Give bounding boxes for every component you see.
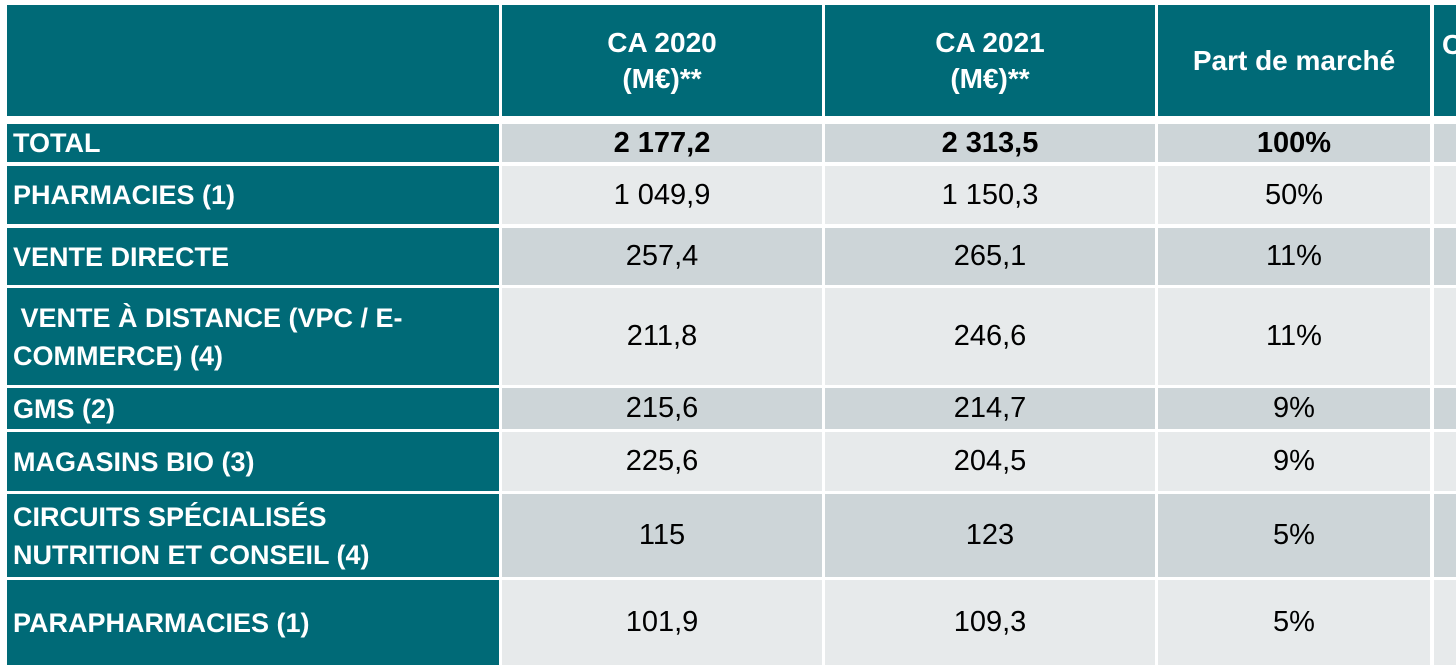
row-magasins-bio-ca2020-text: 225,6 (625, 445, 699, 477)
row-pharmacies-cut-off (1434, 166, 1456, 224)
row-gms-label: GMS (2) (7, 388, 499, 429)
header-cut-off-text: C (1442, 29, 1456, 60)
row-vente-directe-part: 11% (1158, 228, 1430, 285)
row-circuits-specialises-ca2021-text: 123 (965, 519, 1015, 551)
row-pharmacies-part-text: 50% (1264, 178, 1324, 211)
row-total-ca2020-text: 2 177,2 (613, 126, 711, 159)
row-circuits-specialises-ca2020-text: 115 (638, 519, 686, 551)
row-magasins-bio-part-text: 9% (1273, 445, 1315, 477)
row-magasins-bio-ca2020: 225,6 (502, 432, 822, 491)
row-vente-a-distance-cut-off (1434, 288, 1456, 385)
header-ca-2020-text: CA 2020 (M€)** (607, 26, 717, 94)
row-parapharmacies-part-text: 5% (1273, 606, 1315, 638)
row-vente-directe-part-text: 11% (1266, 240, 1322, 272)
row-vente-a-distance-ca2020-text: 211,8 (626, 320, 698, 352)
row-pharmacies-ca2021: 1 150,3 (825, 166, 1155, 224)
row-gms-ca2020-text: 215,6 (625, 392, 699, 424)
row-gms-part-text: 9% (1273, 392, 1315, 424)
row-vente-a-distance-ca2021-text: 246,6 (953, 320, 1027, 352)
row-total-ca2020: 2 177,2 (502, 124, 822, 162)
row-circuits-specialises-ca2021: 123 (825, 494, 1155, 577)
row-magasins-bio-part: 9% (1158, 432, 1430, 491)
row-parapharmacies-label-text: PARAPHARMACIES (1) (13, 607, 310, 638)
row-parapharmacies-label: PARAPHARMACIES (1) (7, 580, 499, 665)
header-part-de-marche: Part de marché (1158, 5, 1430, 116)
row-vente-directe-ca2020-text: 257,4 (625, 240, 699, 272)
row-total-part-text: 100% (1256, 126, 1332, 159)
row-vente-a-distance-ca2021: 246,6 (825, 288, 1155, 385)
row-gms-ca2021: 214,7 (825, 388, 1155, 429)
row-circuits-specialises-ca2020: 115 (502, 494, 822, 577)
row-magasins-bio-cut-off (1434, 432, 1456, 491)
row-parapharmacies-ca2021: 109,3 (825, 580, 1155, 665)
row-gms-cut-off (1434, 388, 1456, 429)
row-total-ca2021-text: 2 313,5 (941, 126, 1039, 159)
row-parapharmacies-cut-off (1434, 580, 1456, 665)
row-parapharmacies-ca2021-text: 109,3 (953, 606, 1027, 638)
row-vente-directe-ca2021-text: 265,1 (953, 240, 1027, 272)
row-circuits-specialises-cut-off (1434, 494, 1456, 577)
row-pharmacies-ca2020-text: 1 049,9 (613, 178, 711, 211)
row-circuits-specialises-label: CIRCUITS SPÉCIALISÉS NUTRITION ET CONSEI… (7, 494, 499, 577)
row-gms-ca2021-text: 214,7 (953, 392, 1027, 424)
row-vente-a-distance-part: 11% (1158, 288, 1430, 385)
row-magasins-bio-ca2021: 204,5 (825, 432, 1155, 491)
header-ca-2021: CA 2021 (M€)** (825, 5, 1155, 116)
row-magasins-bio-label: MAGASINS BIO (3) (7, 432, 499, 491)
row-vente-directe-ca2020: 257,4 (502, 228, 822, 285)
row-vente-directe-label: VENTE DIRECTE (7, 228, 499, 285)
row-vente-a-distance-label-text: VENTE À DISTANCE (VPC / E-COMMERCE) (4) (13, 302, 403, 371)
row-total-ca2021: 2 313,5 (825, 124, 1155, 162)
row-gms-part: 9% (1158, 388, 1430, 429)
header-ca-2020: CA 2020 (M€)** (502, 5, 822, 116)
row-pharmacies-label: PHARMACIES (1) (7, 166, 499, 224)
row-gms-label-text: GMS (2) (13, 393, 116, 424)
row-vente-a-distance-part-text: 11% (1266, 320, 1322, 352)
row-total-label: TOTAL (7, 124, 499, 162)
row-parapharmacies-part: 5% (1158, 580, 1430, 665)
row-vente-directe-label-text: VENTE DIRECTE (13, 241, 230, 272)
row-pharmacies-label-text: PHARMACIES (1) (13, 180, 236, 210)
row-vente-a-distance-label: VENTE À DISTANCE (VPC / E-COMMERCE) (4) (7, 288, 499, 385)
row-circuits-specialises-part-text: 5% (1273, 519, 1315, 551)
row-vente-directe-cut-off (1434, 228, 1456, 285)
header-empty (7, 5, 499, 116)
row-parapharmacies-ca2020-text: 101,9 (625, 606, 699, 638)
header-cut-off: C (1434, 5, 1456, 116)
row-pharmacies-part: 50% (1158, 166, 1430, 224)
row-parapharmacies-ca2020: 101,9 (502, 580, 822, 665)
row-magasins-bio-label-text: MAGASINS BIO (3) (13, 446, 255, 477)
row-total-cut-off (1434, 124, 1456, 162)
row-circuits-specialises-part: 5% (1158, 494, 1430, 577)
row-total-label-text: TOTAL (13, 128, 101, 158)
row-total-part: 100% (1158, 124, 1430, 162)
row-pharmacies-ca2021-text: 1 150,3 (941, 178, 1039, 211)
row-magasins-bio-ca2021-text: 204,5 (953, 445, 1027, 477)
header-ca-2021-text: CA 2021 (M€)** (935, 26, 1045, 94)
row-gms-ca2020: 215,6 (502, 388, 822, 429)
header-part-de-marche-text: Part de marché (1192, 44, 1396, 76)
row-vente-a-distance-ca2020: 211,8 (502, 288, 822, 385)
row-circuits-specialises-label-text: CIRCUITS SPÉCIALISÉS NUTRITION ET CONSEI… (13, 501, 370, 570)
row-vente-directe-ca2021: 265,1 (825, 228, 1155, 285)
row-pharmacies-ca2020: 1 049,9 (502, 166, 822, 224)
